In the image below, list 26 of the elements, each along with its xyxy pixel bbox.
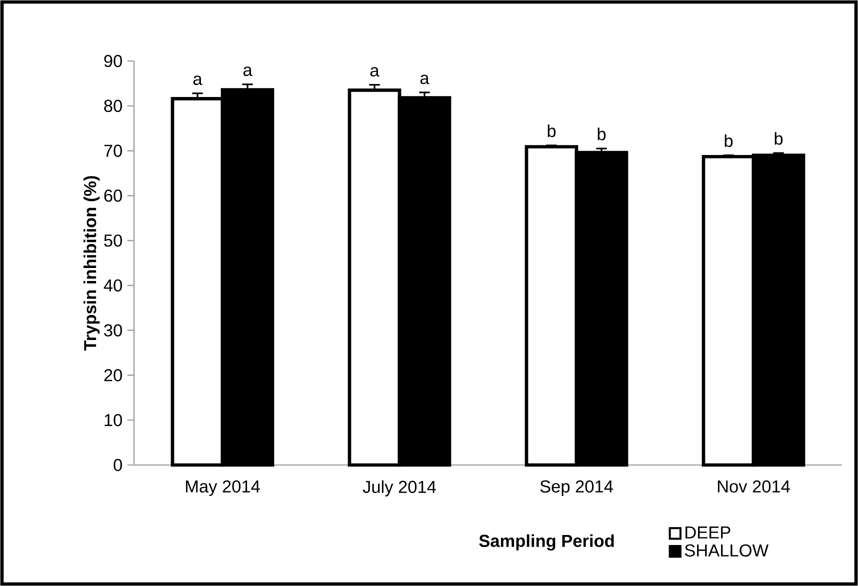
y-tick-label: 50 (104, 234, 122, 247)
data-label: a (243, 66, 252, 76)
legend-label: SHALLOW (684, 544, 769, 557)
data-label: b (774, 132, 783, 145)
y-tick-label: 80 (104, 100, 122, 112)
data-label: a (420, 74, 430, 84)
x-tick-label: Sep 2014 (540, 480, 613, 496)
data-label: b (548, 124, 556, 138)
data-label: b (724, 134, 733, 148)
y-tick-label: 10 (104, 414, 122, 426)
y-tick-label: 30 (104, 324, 122, 336)
x-tick-label: July 2014 (362, 480, 436, 496)
y-tick-label: 90 (104, 54, 122, 68)
y-tick-label: 40 (104, 279, 122, 292)
data-label: b (598, 128, 606, 140)
x-tick-label: Nov 2014 (718, 480, 790, 493)
y-tick-label: 70 (104, 144, 122, 157)
y-tick-label: 0 (114, 458, 122, 472)
x-axis-title: Sampling Period (479, 534, 614, 551)
y-tick-label: 20 (104, 369, 122, 382)
y-axis-title: Trypsin inhibition (%) (84, 176, 100, 351)
data-label: a (370, 67, 380, 77)
legend-label: DEEP (686, 526, 730, 538)
data-label: a (193, 76, 202, 86)
y-tick-label: 60 (104, 190, 122, 202)
x-tick-label: May 2014 (186, 480, 260, 496)
